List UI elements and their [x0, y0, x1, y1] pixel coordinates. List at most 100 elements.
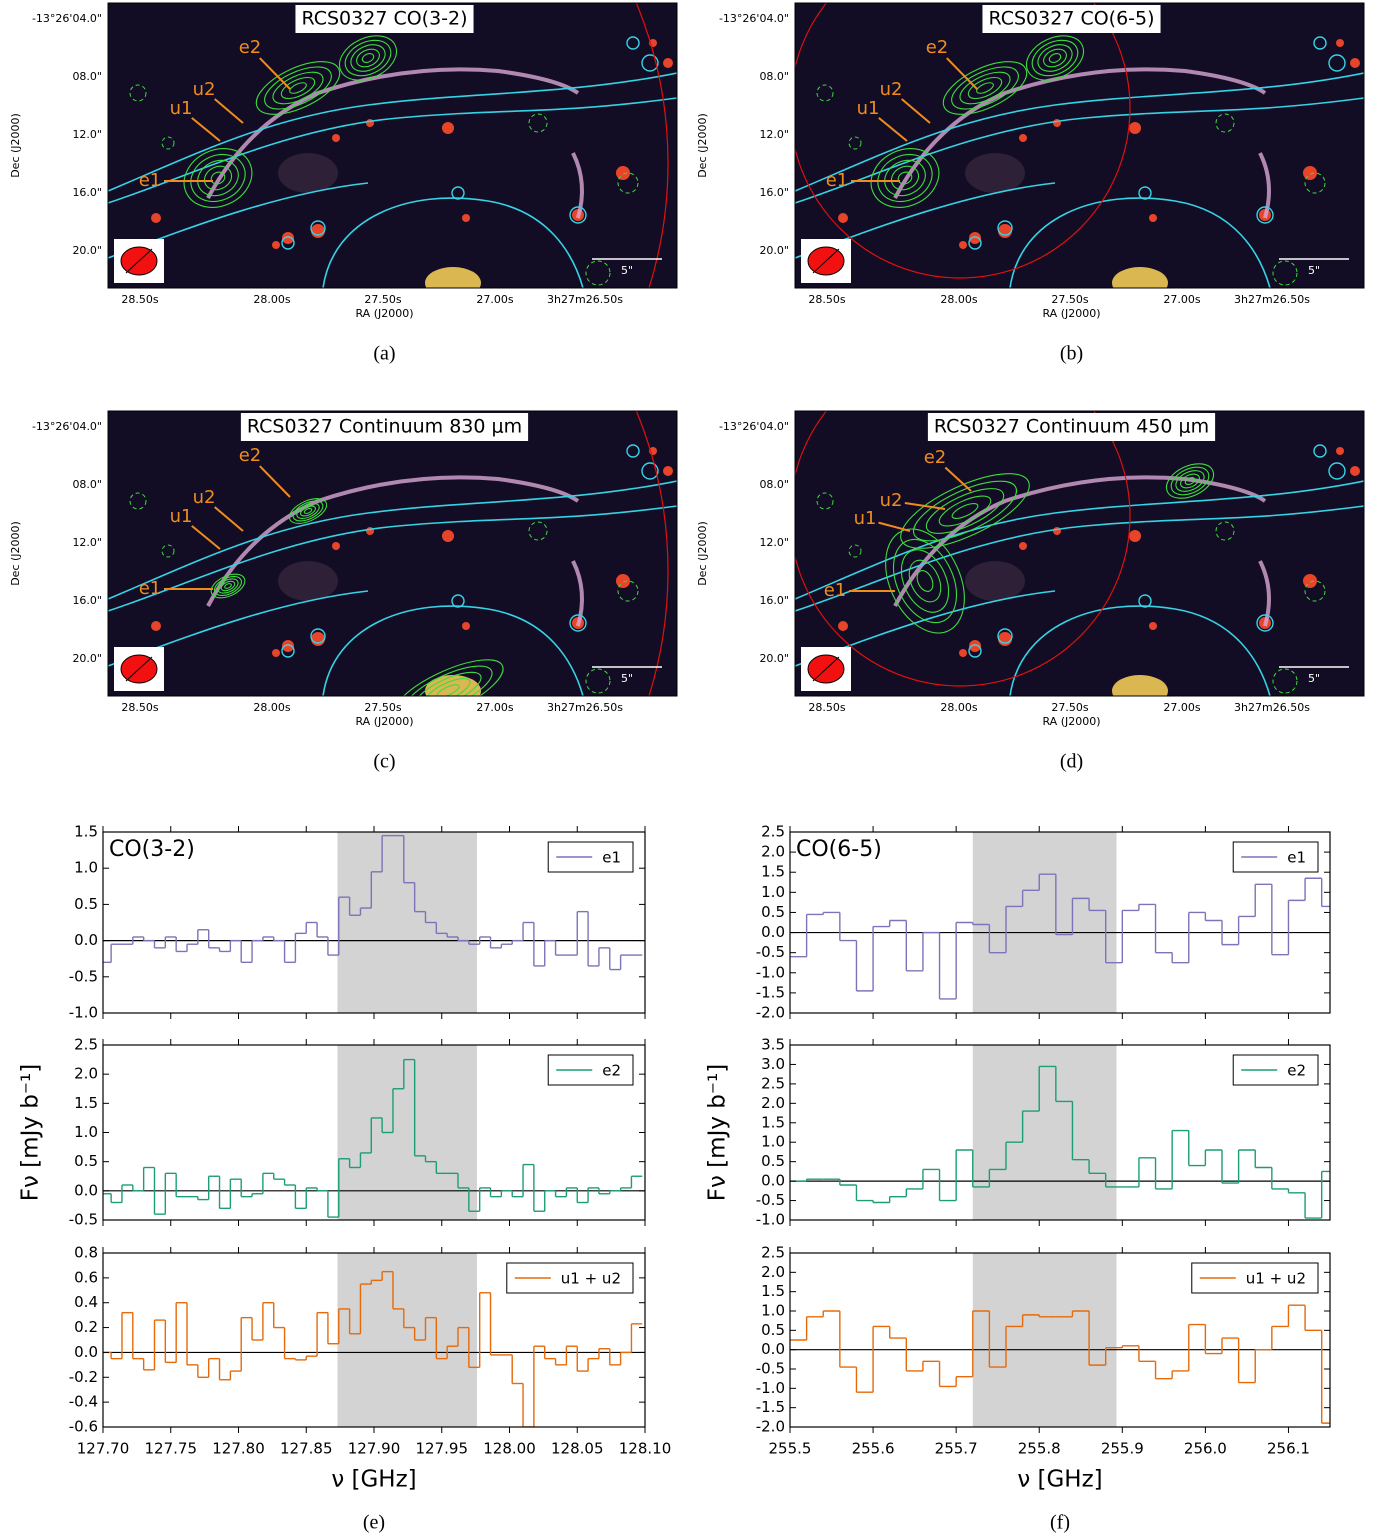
- sky: [108, 411, 677, 696]
- x-tick-label: 28.00s: [253, 701, 290, 714]
- y-tick-label: 1.5: [761, 863, 785, 881]
- annotation: CO(6-5): [796, 837, 882, 862]
- contour-negative: [161, 544, 175, 558]
- contour: [884, 159, 926, 197]
- step-riser: [110, 1271, 633, 1427]
- beam-axis: [812, 248, 840, 274]
- label-arrow: [214, 506, 244, 532]
- critical-curve: [108, 480, 677, 600]
- contour: [951, 502, 979, 520]
- caption: (c): [373, 751, 395, 773]
- lensed-arc: [893, 475, 1267, 607]
- legend: e1: [547, 841, 634, 873]
- contour: [403, 665, 493, 696]
- component-label: u1: [170, 98, 193, 119]
- contour-negative: [1272, 260, 1298, 286]
- galaxy: [1303, 574, 1317, 588]
- contour-negative: [528, 521, 548, 541]
- critical-curve: [795, 480, 1364, 600]
- galaxy: [442, 530, 454, 542]
- x-tick-label: 127.70: [77, 1440, 130, 1458]
- component-label: e2: [239, 37, 262, 58]
- x-tick-label: 255.9: [1101, 1440, 1144, 1458]
- contour: [870, 148, 940, 208]
- contour: [1025, 35, 1085, 81]
- critical-curve: [281, 644, 295, 658]
- y-axis-label: Dec (J2000): [9, 521, 22, 586]
- lensed-arc: [1258, 560, 1271, 627]
- contour-negative: [816, 84, 834, 102]
- contour: [197, 159, 239, 197]
- scale-label: 5": [621, 264, 633, 277]
- galaxy: [616, 574, 630, 588]
- y-tick-label: 12.0": [72, 128, 102, 141]
- component-label: e1: [139, 170, 162, 191]
- y-tick-label: 1.0: [761, 1302, 785, 1320]
- scale-label: 5": [1308, 264, 1320, 277]
- contour: [414, 671, 482, 696]
- contour: [1184, 477, 1196, 485]
- y-tick-label: 1.5: [74, 823, 98, 841]
- contour-negative: [816, 492, 834, 510]
- image-frame: [794, 410, 1365, 697]
- contour: [1165, 463, 1215, 499]
- line-window: [337, 832, 477, 1013]
- spectrum-panel: -0.6 -0.4 -0.2 0.0 0.2 0.4 0.6 0.8 127.70 127.75 1…: [69, 1244, 672, 1458]
- y-tick-label: 2.5: [761, 1074, 785, 1092]
- bright-galaxy: [1112, 675, 1168, 696]
- beam-axis: [125, 248, 153, 274]
- y-tick-label: 0.4: [74, 1293, 98, 1311]
- x-tick-label: 127.85: [280, 1440, 333, 1458]
- galaxy: [663, 466, 673, 476]
- y-tick-label: 1.0: [761, 1133, 785, 1151]
- x-tick-label: 28.00s: [940, 293, 977, 306]
- contour: [220, 580, 236, 592]
- galaxy: [442, 122, 454, 134]
- y-axis-label: Dec (J2000): [9, 113, 22, 178]
- y-tick-label: -1.5: [756, 1398, 785, 1416]
- y-tick-label: 12.0": [759, 536, 789, 549]
- critical-curve: [569, 614, 587, 632]
- galaxy: [1336, 447, 1344, 455]
- critical-curve: [1328, 54, 1346, 72]
- contour: [255, 61, 341, 115]
- contour: [1037, 44, 1073, 72]
- spectrum-panel: -1.0 -0.50.0 0.51.0 1.52.0 2.53.03.5 e2 Fν [mJ…: [705, 1036, 1331, 1229]
- diffuse-glow: [278, 153, 338, 193]
- y-tick-label: 12.0": [759, 128, 789, 141]
- caption: (a): [373, 343, 395, 365]
- contour: [300, 505, 316, 517]
- critical-curve: [1328, 462, 1346, 480]
- step-riser: [805, 874, 1323, 999]
- contour: [292, 500, 324, 522]
- critical-curve: [1138, 594, 1152, 608]
- line-window: [337, 1045, 477, 1220]
- contour: [289, 82, 307, 94]
- critical-curve: [1138, 186, 1152, 200]
- y-tick-label: 2.0: [761, 1263, 785, 1281]
- critical-curve: [1009, 605, 1271, 696]
- galaxy: [969, 232, 981, 244]
- critical-curve: [108, 505, 677, 612]
- x-tick-label: 27.50s: [1051, 293, 1088, 306]
- axes-frame: [789, 1044, 1331, 1221]
- galaxy: [1336, 39, 1344, 47]
- y-tick-label: 0.5: [74, 1152, 98, 1170]
- contour: [210, 573, 246, 599]
- component-label: u1: [857, 98, 880, 119]
- critical-curve: [968, 236, 982, 250]
- y-tick-label: 20.0": [72, 652, 102, 665]
- sky: [108, 3, 677, 288]
- lensed-arc: [571, 560, 584, 627]
- caption: (b): [1060, 343, 1083, 365]
- critical-curve: [322, 605, 584, 696]
- contour: [264, 66, 332, 110]
- y-tick-label: 0.2: [74, 1318, 98, 1336]
- y-tick-label: 08.0": [72, 70, 102, 83]
- legend-label: e1: [1287, 849, 1306, 867]
- plot-area: [790, 1045, 1330, 1220]
- galaxy: [462, 214, 470, 222]
- y-tick-label: -0.5: [756, 943, 785, 961]
- line-window: [337, 1253, 477, 1427]
- x-axis-label: RA (J2000): [1042, 307, 1100, 320]
